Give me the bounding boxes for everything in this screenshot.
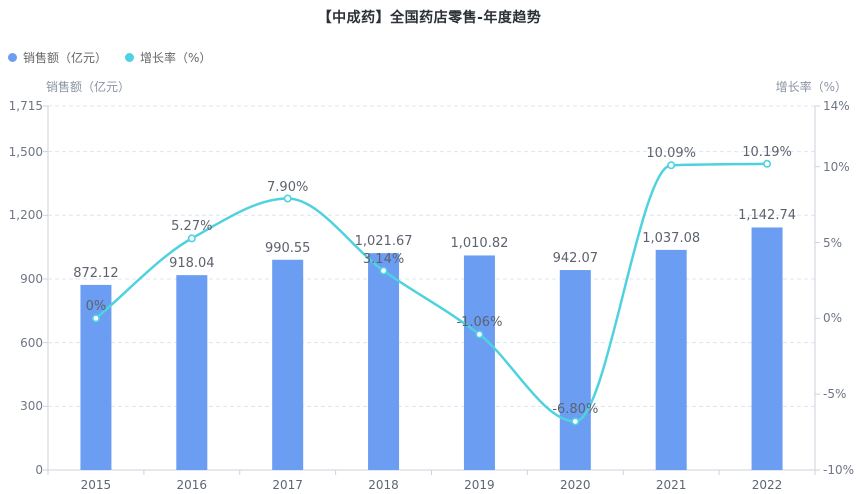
y-tick-label-left: 1,500 <box>8 144 43 159</box>
bar-2018[interactable] <box>368 253 400 470</box>
line-value-label: 10.19% <box>742 144 792 160</box>
legend-label-sales: 销售额（亿元） <box>23 51 108 65</box>
y-tick-label-right: -5% <box>823 387 847 402</box>
x-tick-label: 2015 <box>80 478 112 492</box>
x-tick-label: 2018 <box>368 478 399 492</box>
line-point-2017[interactable] <box>283 194 292 203</box>
growth-line <box>94 162 769 423</box>
legend-label-growth: 增长率（%） <box>140 51 212 65</box>
y-tick-label-left: 600 <box>20 335 43 350</box>
bar-value-label: 872.12 <box>73 265 119 281</box>
x-tick-label: 2016 <box>176 478 208 492</box>
bar-2017[interactable] <box>272 259 304 470</box>
bar-value-label: 990.55 <box>264 240 311 256</box>
line-point-2020[interactable] <box>571 417 580 426</box>
legend-item-growth[interactable]: 增长率（%） <box>125 49 211 66</box>
right-axis-title: 增长率（%） <box>775 80 847 94</box>
bar-2021[interactable] <box>655 249 687 470</box>
line-point-2022[interactable] <box>763 159 772 168</box>
left-axis-title: 销售额（亿元） <box>46 80 131 94</box>
line-value-label: -1.06% <box>456 315 503 331</box>
legend: 销售额（亿元） 增长率（%） <box>8 49 211 66</box>
bar-2022[interactable] <box>751 227 783 470</box>
y-tick-label-right: 10% <box>823 159 850 174</box>
line-value-label: 10.09% <box>646 146 696 162</box>
bar-2019[interactable] <box>463 255 495 470</box>
line-point-2019[interactable] <box>475 330 484 339</box>
y-tick-label-left: 0 <box>35 463 43 477</box>
y-tick-label-right: 0% <box>823 311 843 326</box>
x-tick-label: 2020 <box>560 478 591 492</box>
chart-title: 【中成药】全国药店零售-年度趋势 <box>317 10 542 26</box>
y-tick-label-right: 5% <box>823 235 843 250</box>
line-value-label: 7.90% <box>267 179 309 195</box>
legend-dot-sales-icon <box>8 53 17 62</box>
bar-value-label: 918.04 <box>169 256 215 272</box>
y-tick-label-left: 900 <box>20 271 43 286</box>
line-value-label: 0% <box>85 299 107 315</box>
bar-value-label: 942.07 <box>552 251 599 267</box>
bar-value-label: 1,142.74 <box>738 208 796 224</box>
line-value-label: 3.14% <box>362 251 405 267</box>
y-tick-label-left: 300 <box>20 399 43 414</box>
bar-value-label: 1,010.82 <box>450 236 509 252</box>
line-value-label: -6.80% <box>552 402 599 418</box>
legend-dot-growth-icon <box>125 53 135 62</box>
bar-2016[interactable] <box>176 275 208 470</box>
bar-value-label: 1,037.08 <box>642 230 701 246</box>
x-tick-label: 2022 <box>751 478 783 492</box>
x-tick-label: 2021 <box>655 478 687 492</box>
y-tick-label-right: -10% <box>823 463 855 477</box>
y-tick-label-left: 1,200 <box>8 208 43 223</box>
legend-item-sales[interactable]: 销售额（亿元） <box>8 49 107 66</box>
y-tick-label-left: 1,715 <box>8 99 43 113</box>
line-value-label: 5.27% <box>171 219 213 235</box>
line-point-2016[interactable] <box>187 234 196 243</box>
y-tick-label-right: 14% <box>823 99 850 113</box>
line-point-2018[interactable] <box>379 266 388 275</box>
line-point-2021[interactable] <box>667 161 676 170</box>
x-tick-label: 2019 <box>464 478 495 492</box>
bar-2020[interactable] <box>559 270 591 470</box>
bar-value-label: 1,021.67 <box>354 234 413 250</box>
x-tick-label: 2017 <box>272 478 303 492</box>
line-point-2015[interactable] <box>91 314 100 323</box>
